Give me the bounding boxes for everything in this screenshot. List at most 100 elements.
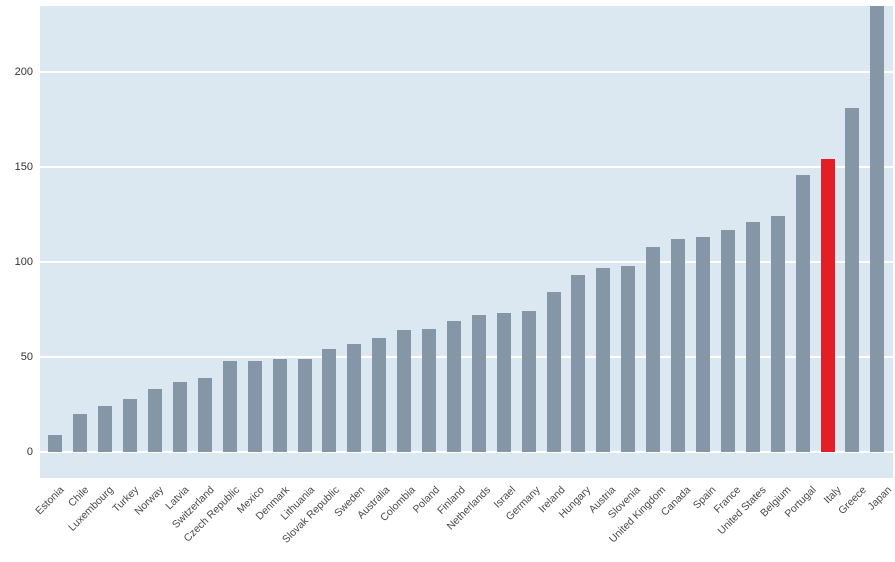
bar-slot (740, 6, 765, 452)
x-tick-slot: Belgium (758, 480, 793, 562)
gridline (40, 261, 893, 263)
bar-chile (73, 414, 88, 452)
x-tick-slot: Luxembourg (66, 480, 116, 562)
bar-netherlands (471, 315, 486, 452)
x-tick-slot: Estonia (33, 480, 66, 562)
bar-slot (865, 6, 890, 452)
bar-italy (820, 159, 835, 452)
bar-slot (242, 6, 267, 452)
bar-japan (870, 6, 885, 452)
bar-slot (417, 6, 442, 452)
bar-slot (765, 6, 790, 452)
x-tick-slot: United States (716, 480, 769, 562)
bar-slovak-republic (322, 349, 337, 452)
bar-sweden (347, 343, 362, 452)
bar-slot (118, 6, 143, 452)
bar-canada (671, 239, 686, 452)
bar-slot (168, 6, 193, 452)
bars-container (40, 6, 893, 452)
bar-slot (68, 6, 93, 452)
bar-hungary (571, 275, 586, 452)
bar-slot (192, 6, 217, 452)
bar-slot (815, 6, 840, 452)
x-tick-slot: Netherlands (444, 480, 493, 562)
bar-slovenia (621, 265, 636, 452)
bar-belgium (770, 216, 785, 452)
x-tick-slot: Japan (865, 480, 895, 562)
bar-slot (491, 6, 516, 452)
bar-slot (541, 6, 566, 452)
bar-slot (217, 6, 242, 452)
x-tick-slot: Italy (818, 480, 844, 562)
bar-colombia (397, 330, 412, 452)
y-tick-label: 100 (14, 256, 33, 268)
x-tick-label: Estonia (32, 484, 67, 518)
bar-slot (840, 6, 865, 452)
bar-norway (148, 389, 163, 452)
x-tick-slot: Spain (691, 480, 718, 562)
y-tick-label: 150 (14, 161, 33, 173)
bar-austria (596, 267, 611, 452)
x-tick-slot: Turkey (110, 480, 141, 562)
x-tick-slot: United Kingdom (607, 480, 668, 562)
bar-slot (93, 6, 118, 452)
bar-ireland (546, 292, 561, 452)
bar-slot (591, 6, 616, 452)
bar-portugal (795, 174, 810, 452)
gridline (40, 71, 893, 73)
bar-slot (466, 6, 491, 452)
bar-latvia (172, 381, 187, 452)
bar-slot (43, 6, 68, 452)
bar-slot (691, 6, 716, 452)
x-tick-slot: Greece (836, 480, 869, 562)
bar-slot (442, 6, 467, 452)
bar-slot (267, 6, 292, 452)
gridline (40, 166, 893, 168)
bar-slot (367, 6, 392, 452)
bar-poland (422, 328, 437, 452)
plot-area (40, 6, 893, 478)
bar-australia (372, 338, 387, 452)
bar-slot (616, 6, 641, 452)
bar-slot (790, 6, 815, 452)
gridline (40, 451, 893, 453)
bar-slot (566, 6, 591, 452)
bar-germany (521, 311, 536, 452)
bar-israel (496, 313, 511, 452)
x-tick-label: Japan (865, 484, 895, 513)
bar-france (720, 229, 735, 452)
x-tick-slot: Colombia (377, 480, 417, 562)
y-tick-label: 200 (14, 66, 33, 78)
x-axis: Estonia Chile Luxembourg Turkey Norway Latvia… (33, 480, 895, 562)
bar-slot (715, 6, 740, 452)
bar-estonia (48, 434, 63, 452)
x-tick-slot: Slovak Republic (280, 480, 342, 562)
bar-mexico (247, 360, 262, 452)
x-tick-slot: Germany (504, 480, 543, 562)
bar-slot (143, 6, 168, 452)
y-tick-label: 0 (26, 446, 33, 458)
x-tick-slot: Canada (659, 480, 693, 562)
bar-greece (845, 108, 860, 452)
x-tick-slot: Norway (133, 480, 167, 562)
bar-slot (516, 6, 541, 452)
bar-slot (666, 6, 691, 452)
bar-spain (696, 237, 711, 452)
bar-luxembourg (98, 406, 113, 452)
gridline (40, 356, 893, 358)
bar-slot (292, 6, 317, 452)
bar-slot (342, 6, 367, 452)
x-tick-slot: Portugal (783, 480, 819, 562)
bar-switzerland (197, 377, 212, 452)
bar-slot (317, 6, 342, 452)
x-tick-slot: Hungary (556, 480, 593, 562)
bar-denmark (272, 358, 287, 452)
x-tick-slot: Czech Republic (181, 480, 241, 562)
bar-slot (641, 6, 666, 452)
bar-czech-republic (222, 360, 237, 452)
bar-united-states (745, 222, 760, 452)
x-tick-slot: Poland (411, 480, 443, 562)
bar-finland (446, 320, 461, 452)
bar-lithuania (297, 358, 312, 452)
